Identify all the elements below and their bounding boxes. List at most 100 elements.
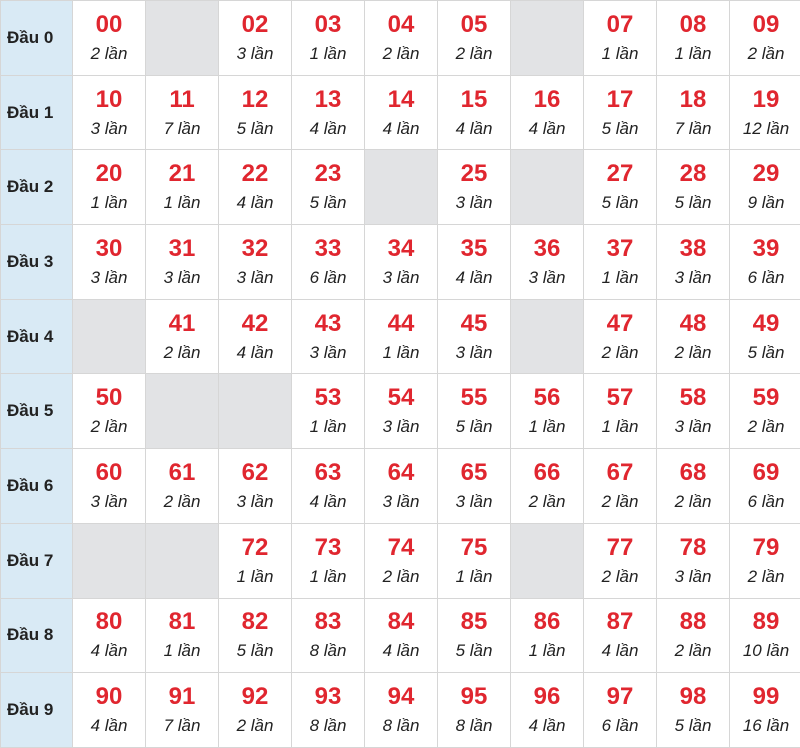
table-row: Đầu 4 41 2 lần 42 4 lần 43 3 lần 44 1 lần 45 3 lần… bbox=[0, 298, 800, 375]
empty-cell bbox=[72, 522, 146, 599]
occurrence-count: 2 lần bbox=[747, 566, 785, 586]
table-row: Đầu 0 00 2 lần 02 3 lần 03 1 lần 04 2 lần 05 2 lần… bbox=[0, 0, 800, 76]
number-cell: 54 3 lần bbox=[364, 373, 438, 450]
empty-cell bbox=[510, 522, 584, 599]
lottery-number: 67 bbox=[606, 458, 634, 486]
number-cell: 22 4 lần bbox=[218, 149, 292, 226]
lottery-number: 62 bbox=[241, 458, 269, 486]
lottery-number: 29 bbox=[752, 160, 780, 188]
number-cell: 75 1 lần bbox=[437, 522, 511, 599]
number-cell: 86 1 lần bbox=[510, 597, 584, 674]
occurrence-count: 5 lần bbox=[455, 641, 493, 661]
occurrence-count: 1 lần bbox=[309, 566, 347, 586]
occurrence-count: 2 lần bbox=[90, 417, 128, 437]
lottery-number: 28 bbox=[679, 160, 707, 188]
number-cell: 36 3 lần bbox=[510, 224, 584, 300]
number-cell: 91 7 lần bbox=[145, 672, 219, 748]
table-row: Đầu 9 90 4 lần 91 7 lần 92 2 lần 93 8 lần 94 8 lần… bbox=[0, 672, 800, 748]
lottery-number: 16 bbox=[533, 85, 561, 113]
occurrence-count: 4 lần bbox=[382, 641, 420, 661]
occurrence-count: 3 lần bbox=[236, 43, 274, 63]
number-cell: 61 2 lần bbox=[145, 448, 219, 524]
empty-cell bbox=[510, 0, 584, 76]
row-header: Đầu 9 bbox=[0, 672, 73, 748]
occurrence-count: 4 lần bbox=[90, 641, 128, 661]
lottery-number: 86 bbox=[533, 608, 561, 636]
empty-cell bbox=[145, 0, 219, 76]
lottery-number: 63 bbox=[314, 458, 342, 486]
number-cell: 29 9 lần bbox=[729, 149, 800, 226]
occurrence-count: 3 lần bbox=[382, 491, 420, 511]
occurrence-count: 2 lần bbox=[601, 491, 639, 511]
number-cell: 80 4 lần bbox=[72, 597, 146, 674]
lottery-number: 73 bbox=[314, 533, 342, 561]
occurrence-count: 5 lần bbox=[309, 193, 347, 213]
occurrence-count: 2 lần bbox=[382, 43, 420, 63]
lottery-number: 53 bbox=[314, 384, 342, 412]
occurrence-count: 4 lần bbox=[455, 118, 493, 138]
occurrence-count: 1 lần bbox=[528, 417, 566, 437]
lottery-number: 66 bbox=[533, 458, 561, 486]
number-cell: 62 3 lần bbox=[218, 448, 292, 524]
lottery-number: 39 bbox=[752, 234, 780, 262]
table-row: Đầu 1 10 3 lần 11 7 lần 12 5 lần 13 4 lần 14 4 lần… bbox=[0, 74, 800, 151]
lottery-number: 04 bbox=[387, 10, 415, 38]
occurrence-count: 3 lần bbox=[674, 417, 712, 437]
number-cell: 90 4 lần bbox=[72, 672, 146, 748]
number-cell: 03 1 lần bbox=[291, 0, 365, 76]
number-cell: 88 2 lần bbox=[656, 597, 730, 674]
table-row: Đầu 8 80 4 lần 81 1 lần 82 5 lần 83 8 lần 84 4 lần… bbox=[0, 597, 800, 674]
number-cell: 49 5 lần bbox=[729, 298, 800, 375]
number-cell: 68 2 lần bbox=[656, 448, 730, 524]
number-cell: 44 1 lần bbox=[364, 298, 438, 375]
occurrence-count: 2 lần bbox=[90, 43, 128, 63]
occurrence-count: 1 lần bbox=[601, 267, 639, 287]
row-header: Đầu 3 bbox=[0, 224, 73, 300]
number-cell: 72 1 lần bbox=[218, 522, 292, 599]
number-cell: 23 5 lần bbox=[291, 149, 365, 226]
occurrence-count: 3 lần bbox=[236, 491, 274, 511]
lottery-number: 50 bbox=[95, 384, 123, 412]
lottery-number: 49 bbox=[752, 309, 780, 337]
lottery-number: 37 bbox=[606, 234, 634, 262]
lottery-number: 65 bbox=[460, 458, 488, 486]
number-cell: 79 2 lần bbox=[729, 522, 800, 599]
occurrence-count: 3 lần bbox=[455, 491, 493, 511]
occurrence-count: 1 lần bbox=[528, 641, 566, 661]
number-cell: 73 1 lần bbox=[291, 522, 365, 599]
occurrence-count: 2 lần bbox=[236, 716, 274, 736]
occurrence-count: 8 lần bbox=[309, 641, 347, 661]
row-header: Đầu 7 bbox=[0, 522, 73, 599]
lottery-number: 35 bbox=[460, 234, 488, 262]
lottery-number: 48 bbox=[679, 309, 707, 337]
occurrence-count: 4 lần bbox=[236, 193, 274, 213]
occurrence-count: 1 lần bbox=[382, 342, 420, 362]
number-cell: 34 3 lần bbox=[364, 224, 438, 300]
occurrence-count: 2 lần bbox=[674, 342, 712, 362]
empty-cell bbox=[364, 149, 438, 226]
row-header: Đầu 1 bbox=[0, 74, 73, 151]
lottery-number: 81 bbox=[168, 608, 196, 636]
occurrence-count: 7 lần bbox=[163, 118, 201, 138]
lottery-number: 99 bbox=[752, 683, 780, 711]
number-cell: 21 1 lần bbox=[145, 149, 219, 226]
lottery-number: 34 bbox=[387, 234, 415, 262]
lottery-number: 00 bbox=[95, 10, 123, 38]
number-cell: 60 3 lần bbox=[72, 448, 146, 524]
number-cell: 64 3 lần bbox=[364, 448, 438, 524]
lottery-number: 36 bbox=[533, 234, 561, 262]
lottery-number: 10 bbox=[95, 85, 123, 113]
lottery-number: 68 bbox=[679, 458, 707, 486]
row-header: Đầu 4 bbox=[0, 298, 73, 375]
occurrence-count: 1 lần bbox=[163, 193, 201, 213]
lottery-number: 61 bbox=[168, 458, 196, 486]
occurrence-count: 2 lần bbox=[163, 342, 201, 362]
number-cell: 28 5 lần bbox=[656, 149, 730, 226]
number-cell: 59 2 lần bbox=[729, 373, 800, 450]
lottery-number: 93 bbox=[314, 683, 342, 711]
number-cell: 69 6 lần bbox=[729, 448, 800, 524]
occurrence-count: 4 lần bbox=[382, 118, 420, 138]
lottery-number: 45 bbox=[460, 309, 488, 337]
number-cell: 35 4 lần bbox=[437, 224, 511, 300]
number-cell: 97 6 lần bbox=[583, 672, 657, 748]
